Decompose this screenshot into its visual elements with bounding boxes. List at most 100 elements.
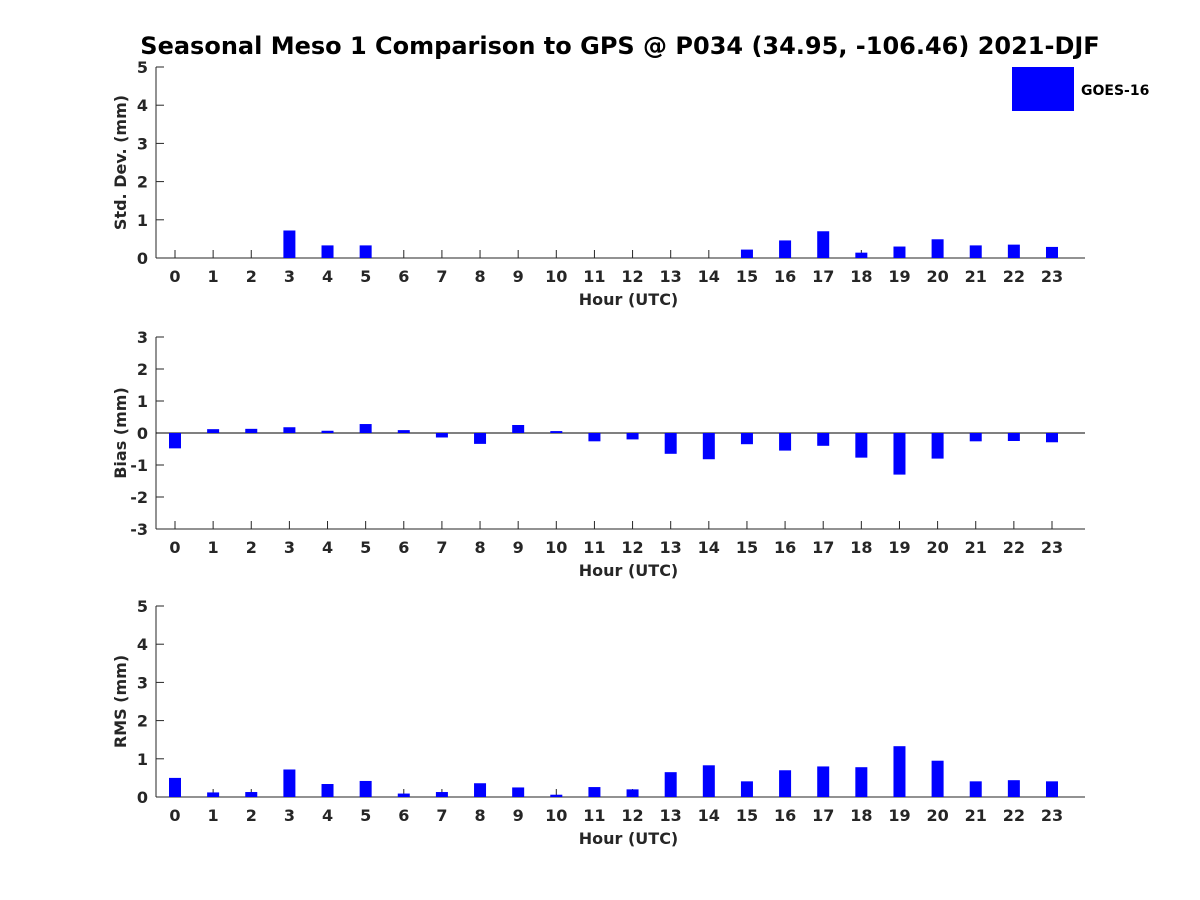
x-tick-label: 21	[965, 806, 987, 825]
bar	[969, 245, 982, 258]
bar	[359, 780, 372, 797]
x-tick-label: 10	[545, 267, 567, 286]
x-tick-label: 12	[621, 538, 643, 557]
bar	[207, 792, 220, 797]
x-tick-label: 9	[513, 538, 524, 557]
bar	[664, 772, 677, 797]
bar	[817, 433, 830, 446]
bar	[321, 784, 334, 797]
bar	[702, 765, 715, 797]
bar	[359, 245, 372, 258]
x-tick-label: 21	[965, 267, 987, 286]
bar	[435, 433, 448, 438]
y-tick-label: 4	[137, 96, 148, 115]
x-tick-label: 19	[888, 267, 910, 286]
bar	[359, 424, 372, 433]
x-tick-label: 22	[1003, 806, 1025, 825]
bar	[245, 792, 258, 797]
x-tick-label: 12	[621, 267, 643, 286]
x-tick-label: 23	[1041, 267, 1063, 286]
bar	[855, 767, 868, 797]
y-tick-label: 1	[137, 392, 148, 411]
bar	[169, 777, 181, 797]
figure-title: Seasonal Meso 1 Comparison to GPS @ P034…	[140, 32, 1099, 60]
y-tick-label: 2	[137, 360, 148, 379]
bar	[283, 769, 296, 797]
bar	[626, 433, 639, 440]
x-tick-label: 0	[169, 806, 180, 825]
x-tick-label: 10	[545, 806, 567, 825]
bar	[817, 766, 830, 797]
x-tick-label: 13	[660, 806, 682, 825]
bar	[321, 245, 334, 258]
bar	[817, 231, 830, 258]
bar	[512, 425, 525, 433]
x-tick-label: 4	[322, 538, 333, 557]
legend: GOES-16	[1012, 67, 1149, 111]
x-tick-label: 7	[436, 806, 447, 825]
x-tick-label: 3	[284, 806, 295, 825]
x-tick-label: 18	[850, 806, 872, 825]
bar	[855, 252, 868, 258]
x-tick-label: 20	[926, 267, 948, 286]
x-tick-label: 3	[284, 538, 295, 557]
x-tick-label: 8	[474, 538, 485, 557]
x-tick-label: 14	[698, 806, 720, 825]
x-tick-label: 14	[698, 267, 720, 286]
bar	[779, 240, 792, 258]
x-tick-label: 23	[1041, 806, 1063, 825]
y-tick-label: -2	[130, 488, 148, 507]
x-tick-label: 8	[474, 806, 485, 825]
y-tick-label: 4	[137, 635, 148, 654]
bar	[855, 433, 868, 458]
bar	[321, 430, 334, 433]
y-tick-label: 0	[137, 424, 148, 443]
bar	[1007, 780, 1020, 797]
bar	[207, 429, 220, 433]
x-tick-label: 16	[774, 538, 796, 557]
bar	[283, 427, 296, 433]
legend-label: GOES-16	[1081, 83, 1149, 99]
y-tick-label: 3	[137, 134, 148, 153]
x-tick-label: 0	[169, 538, 180, 557]
bar	[1007, 433, 1020, 441]
bar	[893, 433, 906, 475]
bar	[969, 781, 982, 797]
x-tick-label: 13	[660, 538, 682, 557]
x-tick-label: 15	[736, 267, 758, 286]
y-tick-label: 1	[137, 211, 148, 230]
bar	[169, 433, 181, 449]
x-tick-label: 20	[926, 538, 948, 557]
bar	[550, 794, 563, 797]
x-tick-label: 22	[1003, 538, 1025, 557]
x-tick-label: 5	[360, 267, 371, 286]
x-tick-label: 1	[208, 267, 219, 286]
x-tick-label: 10	[545, 538, 567, 557]
bar	[969, 433, 982, 442]
bar	[512, 787, 525, 797]
bar	[588, 787, 601, 797]
y-tick-label: -3	[130, 520, 148, 539]
bar	[283, 230, 296, 258]
x-tick-label: 4	[322, 806, 333, 825]
bar	[1007, 244, 1020, 258]
y-axis-label: RMS (mm)	[111, 655, 130, 748]
x-tick-label: 5	[360, 538, 371, 557]
x-tick-label: 17	[812, 806, 834, 825]
bar	[550, 431, 563, 433]
x-tick-label: 2	[246, 267, 257, 286]
bar	[893, 746, 906, 797]
x-tick-label: 13	[660, 267, 682, 286]
y-tick-label: 5	[137, 58, 148, 77]
x-tick-label: 6	[398, 806, 409, 825]
x-tick-label: 0	[169, 267, 180, 286]
x-tick-label: 23	[1041, 538, 1063, 557]
bar	[1045, 781, 1058, 797]
x-axis-label: Hour (UTC)	[579, 561, 679, 580]
x-tick-label: 2	[246, 538, 257, 557]
bar	[474, 433, 487, 444]
